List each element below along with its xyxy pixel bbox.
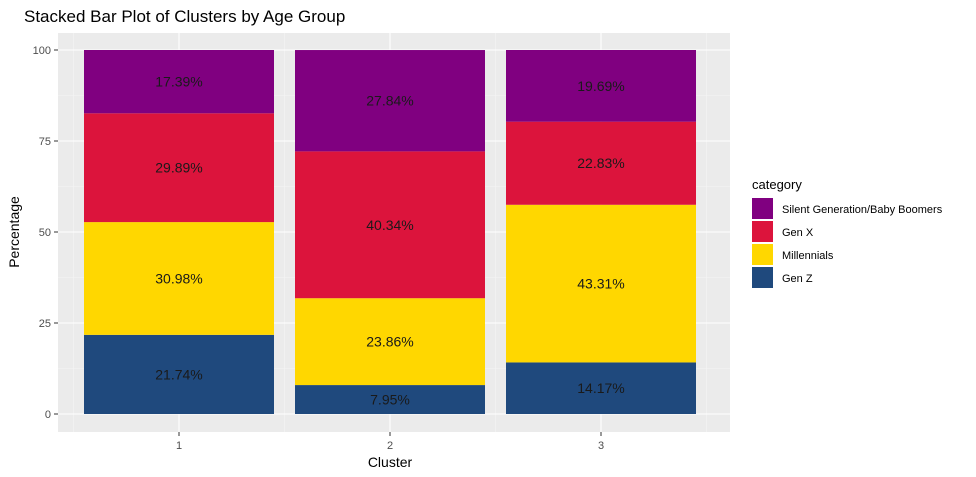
data-label: 21.74% — [155, 366, 202, 382]
legend-label: Millennials — [782, 250, 834, 262]
legend-swatch — [752, 267, 773, 288]
bar-segment-gen-z — [84, 334, 274, 414]
bars-layer — [84, 50, 696, 414]
segment-labels-layer: 21.74% 30.98% 29.89% 17.39% 7.95% 23.86% 40.34… — [155, 74, 624, 408]
bar-segment-silent-generation-baby-boomers — [506, 50, 696, 122]
y-tick-label: 25 — [39, 318, 51, 330]
data-label: 43.31% — [577, 276, 624, 292]
data-label: 40.34% — [366, 217, 413, 233]
bar-segment-silent-generation-baby-boomers — [295, 50, 485, 152]
bar-segment-gen-x — [506, 121, 696, 205]
bar-segment-gen-x — [84, 113, 274, 223]
x-tick-label: 1 — [176, 440, 182, 452]
data-label: 14.17% — [577, 380, 624, 396]
data-label: 30.98% — [155, 270, 202, 286]
chart-title: Stacked Bar Plot of Clusters by Age Grou… — [24, 7, 345, 26]
legend-swatch — [752, 198, 773, 219]
legend-swatch — [752, 221, 773, 242]
legend-title: category — [752, 177, 802, 192]
legend-label: Gen X — [782, 227, 814, 239]
y-axis: 0 25 50 75 100 — [33, 45, 58, 421]
legend-label: Gen Z — [782, 273, 813, 285]
bar-segment-gen-z — [506, 362, 696, 414]
bar-segment-gen-z — [295, 385, 485, 414]
y-axis-title: Percentage — [6, 196, 22, 268]
data-label: 29.89% — [155, 160, 202, 176]
legend-swatch — [752, 244, 773, 265]
data-label: 27.84% — [366, 93, 413, 109]
x-tick-label: 3 — [598, 440, 604, 452]
bar-segment-silent-generation-baby-boomers — [84, 50, 274, 114]
data-label: 22.83% — [577, 155, 624, 171]
bar-segment-millennials — [506, 204, 696, 363]
y-tick-label: 0 — [45, 409, 51, 421]
y-tick-label: 100 — [33, 45, 51, 57]
x-tick-label: 2 — [387, 440, 393, 452]
data-label: 17.39% — [155, 74, 202, 90]
x-axis: 1 2 3 — [176, 432, 604, 452]
bar-segment-gen-x — [295, 151, 485, 299]
bar-segment-millennials — [84, 222, 274, 335]
data-label: 7.95% — [370, 392, 410, 408]
data-label: 23.86% — [366, 334, 413, 350]
y-tick-label: 50 — [39, 227, 51, 239]
y-tick-label: 75 — [39, 136, 51, 148]
legend: category Silent Generation/Baby Boomers G… — [752, 177, 943, 288]
legend-label: Silent Generation/Baby Boomers — [782, 204, 943, 216]
x-axis-title: Cluster — [368, 454, 413, 470]
bar-segment-millennials — [295, 298, 485, 386]
data-label: 19.69% — [577, 78, 624, 94]
